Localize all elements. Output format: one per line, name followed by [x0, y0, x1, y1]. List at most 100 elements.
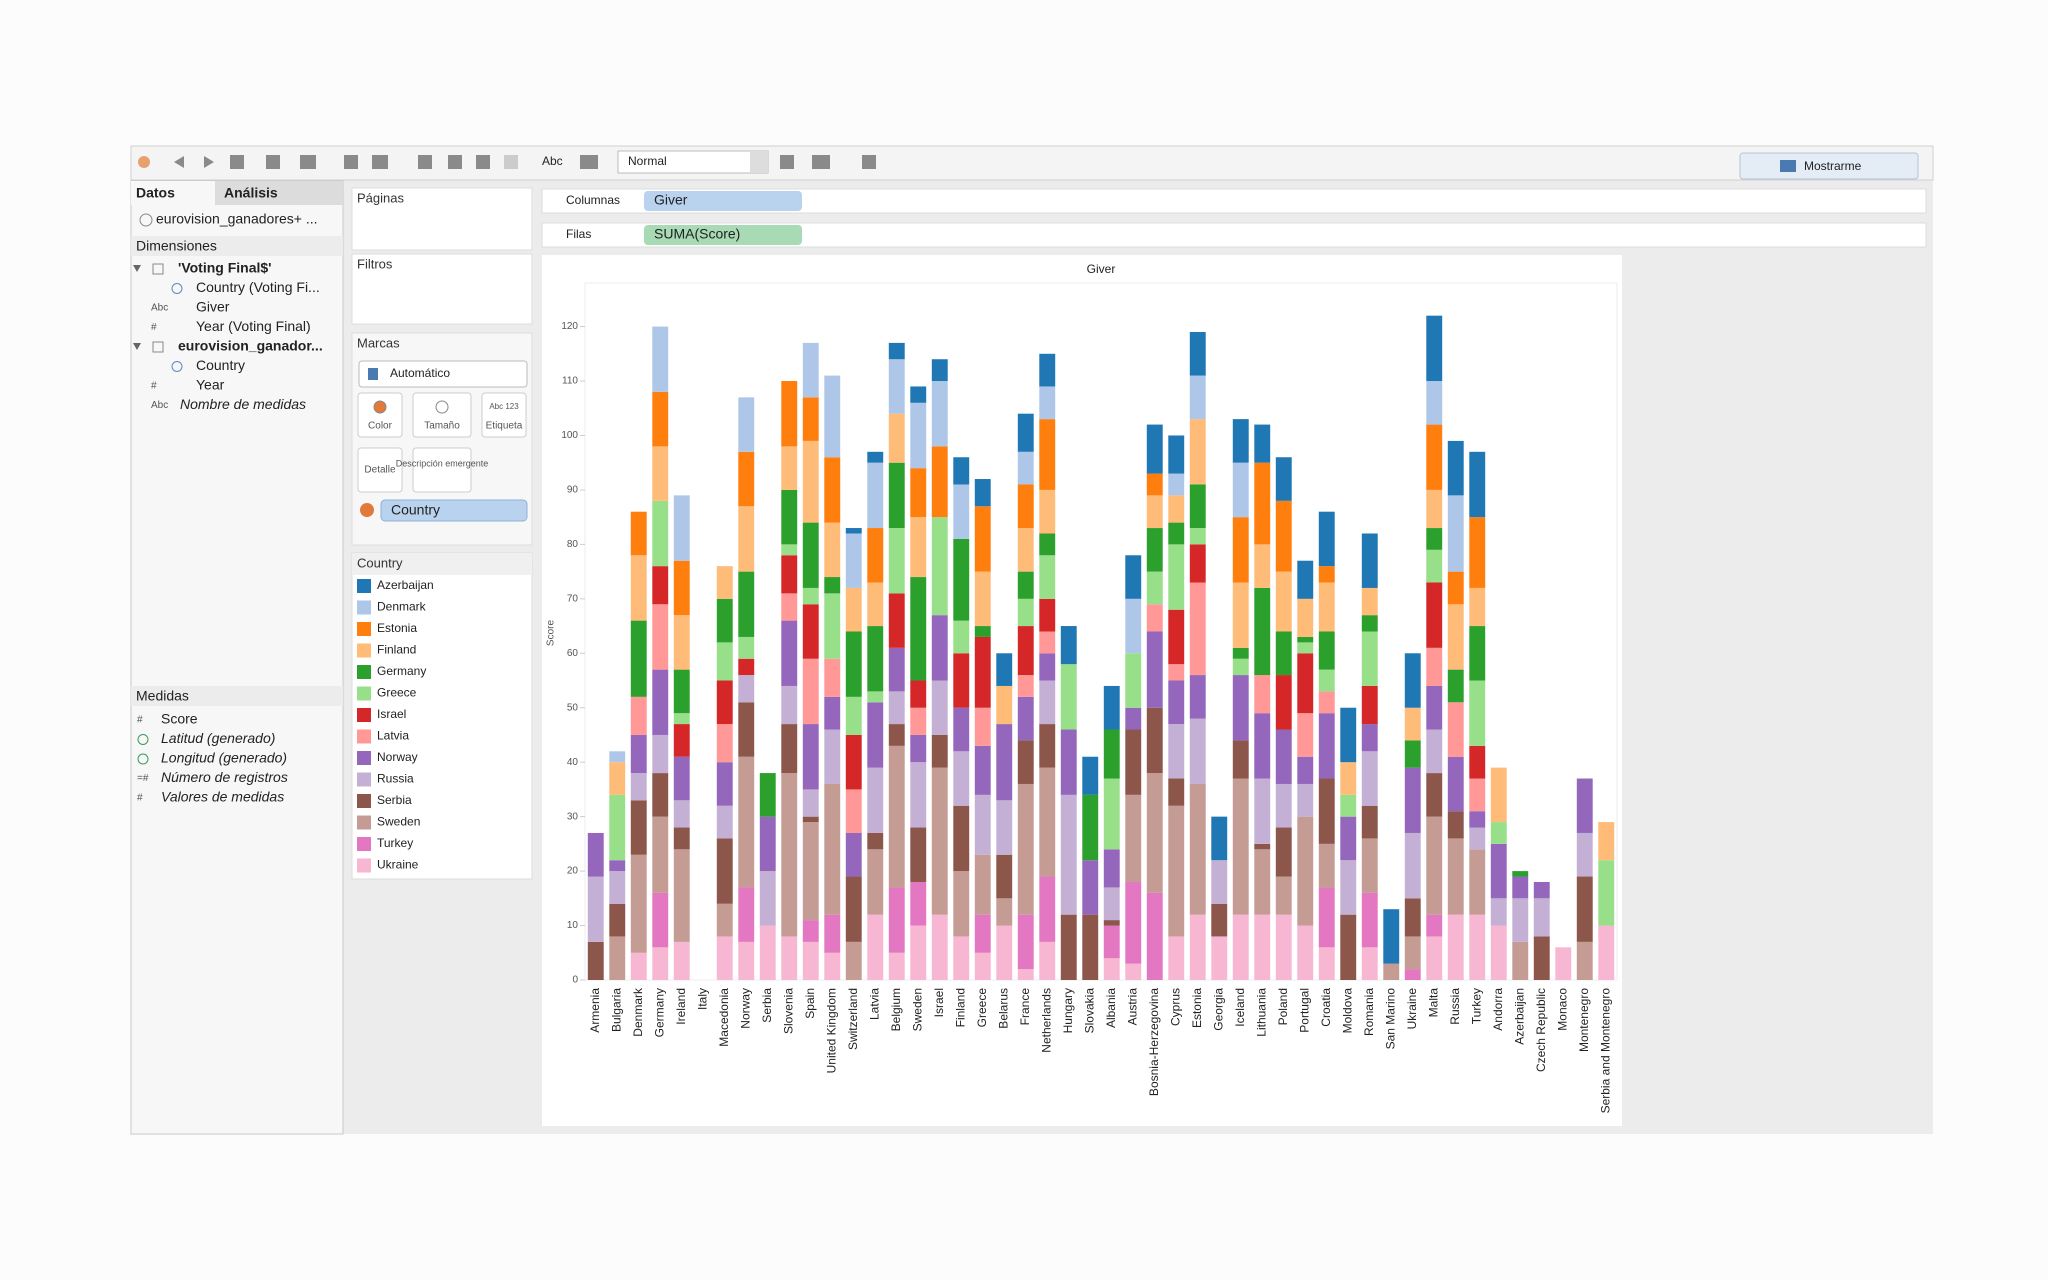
legend-swatch: [357, 643, 371, 658]
legend-label[interactable]: Russia: [377, 772, 414, 786]
legend-label[interactable]: Ukraine: [377, 858, 419, 872]
legend-label[interactable]: Serbia: [377, 793, 412, 807]
mark-button[interactable]: [412, 392, 472, 438]
bar-segment: [1189, 484, 1206, 529]
bar-segment: [1297, 653, 1314, 714]
x-tick-label: Latvia: [867, 988, 881, 1020]
measure-field[interactable]: Latitud (generado): [161, 730, 275, 746]
bar-segment: [716, 724, 733, 763]
tab[interactable]: [215, 181, 343, 205]
bar-segment: [609, 936, 626, 980]
columns-pill[interactable]: [644, 191, 802, 211]
legend-label[interactable]: Latvia: [377, 729, 409, 743]
bar-segment: [1297, 816, 1314, 926]
bar-segment: [587, 832, 604, 877]
bar-segment: [609, 871, 626, 904]
bar-segment: [1318, 887, 1335, 948]
bar-segment: [1125, 963, 1142, 980]
legend-label[interactable]: Turkey: [377, 836, 413, 850]
legend-swatch: [357, 794, 371, 808]
mark-button[interactable]: [357, 392, 403, 438]
measure-field[interactable]: Longitud (generado): [161, 750, 287, 766]
bar-segment: [1146, 707, 1163, 774]
bar-segment: [1254, 675, 1271, 714]
bar-segment: [1426, 729, 1443, 774]
filters-shelf[interactable]: [351, 253, 533, 325]
legend-label[interactable]: Norway: [377, 750, 418, 764]
bar-segment: [738, 571, 755, 637]
bar-segment: [910, 680, 927, 708]
datasource[interactable]: eurovision_ganadores+ ...: [156, 211, 318, 227]
measure-field[interactable]: Score: [161, 711, 198, 727]
bar-segment: [1254, 462, 1271, 545]
legend-label[interactable]: Sweden: [377, 815, 420, 829]
bar-segment: [652, 500, 669, 567]
dimension-group[interactable]: 'Voting Final$': [178, 260, 272, 276]
country-pill[interactable]: [380, 499, 528, 522]
x-tick-label: Lithuania: [1254, 988, 1268, 1037]
dimension-field[interactable]: Year: [196, 377, 225, 393]
bar-segment: [1275, 457, 1292, 501]
bar-segment: [1254, 914, 1271, 980]
bar-segment: [953, 653, 970, 708]
pages-shelf[interactable]: [351, 187, 533, 251]
bar-segment: [716, 838, 733, 904]
legend-label[interactable]: Estonia: [377, 621, 417, 635]
bar-segment: [802, 920, 819, 942]
y-tick-label: 120: [561, 321, 578, 332]
mark-type: Automático: [390, 366, 450, 380]
bar-segment: [630, 734, 647, 774]
bar-segment: [888, 647, 905, 692]
measure-field[interactable]: Valores de medidas: [161, 789, 284, 805]
mark-button[interactable]: [481, 392, 527, 438]
legend-label[interactable]: Greece: [377, 686, 417, 700]
dimension-field[interactable]: Country: [196, 357, 245, 373]
bar-segment: [953, 871, 970, 937]
bar-segment: [1189, 544, 1206, 583]
bar-segment: [888, 887, 905, 953]
bar-segment: [1447, 838, 1464, 915]
legend-label[interactable]: Azerbaijan: [377, 578, 434, 592]
bar-segment: [1512, 941, 1529, 980]
bar-segment: [845, 696, 862, 735]
dimension-field[interactable]: Country (Voting Fi...: [196, 279, 320, 295]
bar-segment: [1383, 963, 1400, 980]
show-me-button[interactable]: [1739, 152, 1919, 180]
bar-segment: [1039, 680, 1056, 725]
dimension-field[interactable]: Nombre de medidas: [180, 396, 306, 412]
dimension-group[interactable]: eurovision_ganador...: [178, 338, 323, 354]
legend-label[interactable]: Denmark: [377, 600, 427, 614]
bar-segment: [974, 914, 991, 953]
dimension-field[interactable]: Giver: [196, 299, 230, 315]
mark-button[interactable]: [412, 447, 472, 493]
measure-field[interactable]: Número de registros: [161, 769, 288, 785]
x-tick-label: Montenegro: [1577, 988, 1591, 1052]
rows-label: Filas: [566, 227, 591, 241]
dimension-field[interactable]: Year (Voting Final): [196, 318, 311, 334]
bar-segment: [738, 397, 755, 452]
x-tick-label: Finland: [953, 988, 967, 1027]
y-tick-label: 40: [567, 757, 579, 768]
bar-segment: [974, 479, 991, 507]
mark-button[interactable]: [357, 447, 403, 493]
rows-pill[interactable]: [644, 225, 802, 245]
bar-segment: [716, 805, 733, 839]
legend-label[interactable]: Israel: [377, 707, 406, 721]
bar-segment: [1512, 871, 1529, 877]
bar-segment: [867, 849, 884, 915]
bar-segment: [1297, 642, 1314, 654]
geo-icon: [137, 753, 149, 765]
legend-label[interactable]: Finland: [377, 643, 416, 657]
mark-type-dropdown[interactable]: [358, 360, 528, 388]
bar-segment: [1125, 653, 1142, 708]
y-tick-label: 70: [567, 593, 579, 604]
tab-active[interactable]: [131, 181, 215, 205]
bar-segment: [1103, 729, 1120, 779]
bar-segment: [1275, 914, 1292, 980]
legend-label[interactable]: Germany: [377, 664, 426, 678]
bar-segment: [802, 816, 819, 823]
bar-segment: [1340, 762, 1357, 795]
bar-segment: [931, 381, 948, 447]
bar-segment: [974, 571, 991, 627]
pill-color-icon: [360, 503, 374, 517]
